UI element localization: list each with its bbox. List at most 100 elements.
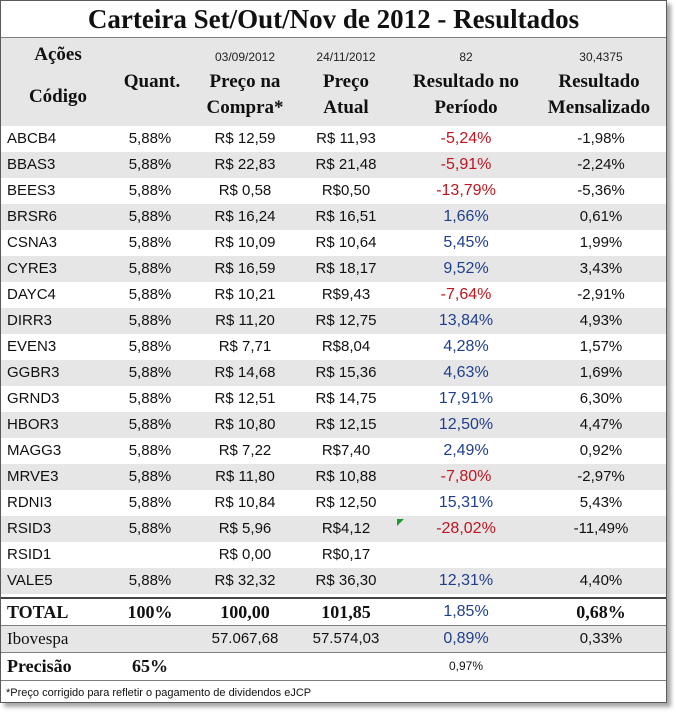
quantity-cell: 5,88% bbox=[128, 234, 172, 251]
quantity-cell: 5,88% bbox=[128, 520, 172, 537]
total-cur: 101,85 bbox=[321, 602, 371, 622]
monthly-result-cell: 1,69% bbox=[579, 364, 623, 381]
monthly-result-cell: 4,40% bbox=[579, 572, 623, 589]
monthly-result-cell: -1,98% bbox=[577, 130, 625, 147]
quantity-cell: 5,88% bbox=[128, 182, 172, 199]
table-row: CSNA3 5,88% R$ 10,09 R$ 10,64 5,45% 1,99% bbox=[1, 230, 666, 256]
monthly-result-cell: -2,91% bbox=[577, 286, 625, 303]
table-row: BRSR6 5,88% R$ 16,24 R$ 16,51 1,66% 0,61% bbox=[1, 204, 666, 230]
buy-price-cell: R$ 0,00 bbox=[218, 546, 272, 563]
period-result-cell: 13,84% bbox=[438, 312, 494, 329]
buy-price-cell: R$ 10,84 bbox=[214, 494, 276, 511]
quantity-cell: 5,88% bbox=[128, 338, 172, 355]
monthly-result-cell: -2,97% bbox=[577, 468, 625, 485]
header-codigo: Código bbox=[28, 86, 88, 107]
stock-code: MAGG3 bbox=[7, 442, 62, 459]
current-price-cell: R$0,50 bbox=[321, 182, 371, 199]
buy-price-cell: R$ 11,20 bbox=[215, 312, 275, 329]
monthly-result-cell bbox=[539, 542, 663, 568]
header-cur-date: 24/11/2012 bbox=[316, 50, 376, 64]
buy-price-cell: R$ 10,09 bbox=[214, 234, 276, 251]
period-result-cell: 12,50% bbox=[438, 416, 494, 433]
period-result-cell: 5,45% bbox=[443, 234, 489, 251]
stock-code: BBAS3 bbox=[7, 156, 56, 173]
table-row: VALE5 5,88% R$ 32,32 R$ 36,30 12,31% 4,40% bbox=[1, 568, 666, 594]
header-acoes: Ações bbox=[34, 44, 82, 65]
monthly-result-cell: 1,57% bbox=[579, 338, 623, 355]
monthly-result-cell: 3,43% bbox=[579, 260, 623, 277]
buy-price-cell: R$ 22,83 bbox=[214, 156, 276, 173]
header-res-line2: Período bbox=[434, 97, 498, 118]
table-row: CYRE3 5,88% R$ 16,59 R$ 18,17 9,52% 3,43% bbox=[1, 256, 666, 282]
precisao-separator bbox=[1, 652, 666, 653]
period-result-cell: -7,64% bbox=[440, 286, 492, 303]
ibovespa-buy: 57.067,68 bbox=[211, 630, 279, 647]
table-title: Carteira Set/Out/Nov de 2012 - Resultado… bbox=[1, 1, 666, 38]
stock-code: CSNA3 bbox=[7, 234, 58, 251]
table-row: RDNI3 5,88% R$ 10,84 R$ 12,50 15,31% 5,43% bbox=[1, 490, 666, 516]
current-price-cell: R$ 15,36 bbox=[315, 364, 377, 381]
current-price-cell: R$7,40 bbox=[321, 442, 371, 459]
table-row: RSID3 5,88% R$ 5,96 R$4,12 -28,02% -11,49% bbox=[1, 516, 666, 542]
footnote: *Preço corrigido para refletir o pagamen… bbox=[6, 687, 312, 699]
stock-code: DIRR3 bbox=[7, 312, 53, 329]
stock-code: HBOR3 bbox=[7, 416, 59, 433]
stock-code: RSID1 bbox=[7, 546, 52, 563]
current-price-cell: R$ 18,17 bbox=[315, 260, 377, 277]
current-price-cell: R$ 12,15 bbox=[315, 416, 377, 433]
ibovespa-res: 0,89% bbox=[443, 630, 489, 647]
monthly-result-cell: 6,30% bbox=[579, 390, 623, 407]
header-buy-line2: Compra* bbox=[206, 97, 284, 118]
buy-price-cell: R$ 5,96 bbox=[218, 520, 272, 537]
quantity-cell: 5,88% bbox=[128, 130, 172, 147]
footnote-separator bbox=[1, 680, 666, 681]
quantity-cell: 5,88% bbox=[128, 494, 172, 511]
cell-comment-marker bbox=[397, 519, 404, 526]
total-buy: 100,00 bbox=[220, 602, 270, 622]
quantity-cell: 5,88% bbox=[128, 286, 172, 303]
quantity-cell: 5,88% bbox=[128, 312, 172, 329]
header-cur-line2: Atual bbox=[323, 97, 369, 118]
current-price-cell: R$ 14,75 bbox=[315, 390, 377, 407]
buy-price-cell: R$ 12,51 bbox=[214, 390, 276, 407]
ibovespa-row: Ibovespa 57.067,68 57.574,03 0,89% 0,33% bbox=[1, 626, 666, 652]
period-result-cell: 12,31% bbox=[438, 572, 494, 589]
stock-code: VALE5 bbox=[7, 572, 53, 589]
table-header: Ações Código Quant. 03/09/2012 Preço na … bbox=[1, 38, 666, 127]
current-price-cell: R$ 16,51 bbox=[315, 208, 377, 225]
table-row: RSID1 R$ 0,00 R$0,17 bbox=[1, 542, 666, 568]
header-days: 82 bbox=[459, 50, 473, 64]
stock-code: GRND3 bbox=[7, 390, 60, 407]
table-row: BBAS3 5,88% R$ 22,83 R$ 21,48 -5,91% -2,24% bbox=[1, 152, 666, 178]
header-mon-line1: Resultado bbox=[558, 71, 640, 92]
quantity-cell: 5,88% bbox=[128, 390, 172, 407]
current-price-cell: R$ 12,75 bbox=[315, 312, 377, 329]
buy-price-cell: R$ 10,21 bbox=[214, 286, 276, 303]
quantity-cell bbox=[110, 542, 190, 568]
results-table-image: Carteira Set/Out/Nov de 2012 - Resultado… bbox=[0, 0, 667, 703]
stock-code: RDNI3 bbox=[7, 494, 53, 511]
quantity-cell: 5,88% bbox=[128, 156, 172, 173]
monthly-result-cell: 4,93% bbox=[579, 312, 623, 329]
buy-price-cell: R$ 7,22 bbox=[218, 442, 272, 459]
quantity-cell: 5,88% bbox=[128, 260, 172, 277]
stock-code: RSID3 bbox=[7, 520, 52, 537]
period-result-cell: 9,52% bbox=[443, 260, 489, 277]
buy-price-cell: R$ 16,59 bbox=[214, 260, 276, 277]
monthly-result-cell: 0,92% bbox=[579, 442, 623, 459]
period-result-cell: 17,91% bbox=[438, 390, 494, 407]
monthly-result-cell: 4,47% bbox=[579, 416, 623, 433]
stock-code: EVEN3 bbox=[7, 338, 57, 355]
stock-code: GGBR3 bbox=[7, 364, 60, 381]
header-mon-line2: Mensalizado bbox=[547, 97, 651, 118]
current-price-cell: R$4,12 bbox=[321, 520, 371, 537]
monthly-result-cell: 5,43% bbox=[579, 494, 623, 511]
total-separator bbox=[1, 597, 666, 599]
stock-code: CYRE3 bbox=[7, 260, 58, 277]
period-result-cell: -5,24% bbox=[440, 130, 492, 147]
current-price-cell: R$0,17 bbox=[321, 546, 371, 563]
header-quant: Quant. bbox=[123, 71, 181, 92]
current-price-cell: R$ 21,48 bbox=[315, 156, 377, 173]
precisao-label: Precisão bbox=[7, 656, 72, 676]
quantity-cell: 5,88% bbox=[128, 442, 172, 459]
